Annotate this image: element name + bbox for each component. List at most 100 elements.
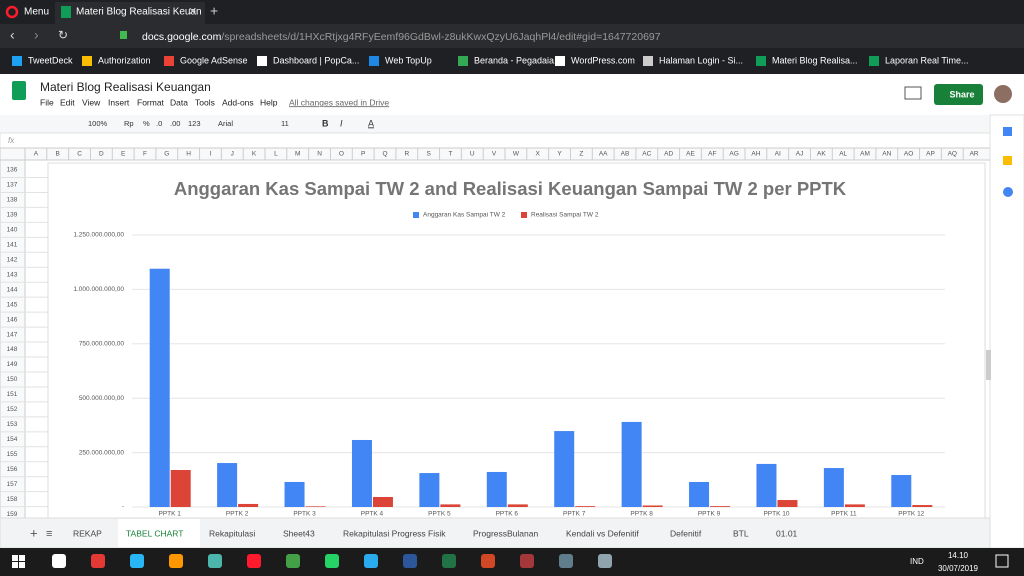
- save-status[interactable]: All changes saved in Drive: [289, 97, 389, 107]
- legend-swatch: [521, 212, 527, 218]
- bookmark[interactable]: WordPress.com: [571, 55, 635, 65]
- app-icon[interactable]: [52, 554, 66, 568]
- font-size[interactable]: 11: [281, 119, 289, 128]
- sheet-tab[interactable]: Rekapitulasi Progress Fisik: [343, 528, 446, 538]
- sheet-tab[interactable]: REKAP: [73, 528, 102, 538]
- menu-item[interactable]: File: [40, 97, 54, 107]
- bookmark[interactable]: Web TopUp: [385, 55, 432, 65]
- doc-title[interactable]: Materi Blog Realisasi Keuangan: [40, 80, 211, 94]
- percent[interactable]: %: [143, 119, 150, 128]
- app-icon[interactable]: [169, 554, 183, 568]
- legend-label: Anggaran Kas Sampai TW 2: [423, 212, 506, 219]
- app-icon[interactable]: [286, 554, 300, 568]
- sheet-tab[interactable]: TABEL CHART: [126, 528, 183, 538]
- menu-item[interactable]: Format: [137, 97, 165, 107]
- new-tab[interactable]: +: [210, 3, 218, 19]
- font-family[interactable]: Arial: [218, 119, 233, 128]
- app-icon[interactable]: [481, 554, 495, 568]
- keep-icon[interactable]: [1003, 156, 1012, 165]
- menu-item[interactable]: View: [82, 97, 101, 107]
- url[interactable]: docs.google.com/spreadsheets/d/1HXcRtjxg…: [142, 31, 661, 43]
- bookmark[interactable]: Laporan Real Time...: [885, 55, 969, 65]
- chart-area[interactable]: [47, 162, 986, 519]
- chart-title: Anggaran Kas Sampai TW 2 and Realisasi K…: [174, 178, 847, 199]
- bookmark[interactable]: Beranda - Pegadaia...: [474, 55, 562, 65]
- menu-item[interactable]: Help: [260, 97, 278, 107]
- decimal-less[interactable]: .0: [156, 119, 162, 128]
- tasks-icon[interactable]: [1003, 187, 1013, 197]
- bookmark-icon: [369, 56, 379, 66]
- bold-button[interactable]: B: [322, 118, 329, 128]
- sheet-tab[interactable]: Sheet43: [283, 528, 315, 538]
- app-icon[interactable]: [208, 554, 222, 568]
- sheet-tab[interactable]: 01.01: [776, 528, 798, 538]
- sheet-tabs: REKAP TABEL CHART Rekapitulasi Sheet43 Rekap…: [73, 519, 798, 547]
- tab-icon: [61, 6, 71, 18]
- app-icon[interactable]: [325, 554, 339, 568]
- column-label: AC: [642, 151, 651, 158]
- bar: [823, 468, 844, 507]
- add-sheet[interactable]: +: [30, 525, 38, 540]
- tab-title[interactable]: Materi Blog Realisasi Keuan: [76, 7, 202, 18]
- decimal-more[interactable]: .00: [170, 119, 180, 128]
- number-format[interactable]: 123: [188, 119, 201, 128]
- sheet-tab[interactable]: Defenitif: [670, 528, 702, 538]
- start-button[interactable]: [12, 555, 25, 568]
- menu-item[interactable]: Add-ons: [222, 97, 254, 107]
- sheet-tab[interactable]: Kendali vs Defenitif: [566, 528, 639, 538]
- bookmark[interactable]: Dashboard | PopCa...: [273, 55, 359, 65]
- currency[interactable]: Rp: [124, 119, 134, 128]
- browser-tab[interactable]: [55, 2, 205, 24]
- bookmark[interactable]: Halaman Login - Si...: [659, 55, 743, 65]
- app-icon[interactable]: [130, 554, 144, 568]
- zoom[interactable]: 100%: [88, 119, 108, 128]
- app-icon[interactable]: [520, 554, 534, 568]
- y-tick-label: 500.000.000,00: [79, 395, 125, 402]
- calendar-icon[interactable]: [1003, 127, 1012, 136]
- x-tick-label: PPTK 3: [293, 511, 316, 518]
- star-icon[interactable]: ☆: [193, 83, 202, 94]
- clock-time[interactable]: 14.10: [948, 551, 969, 560]
- row-label: 154: [7, 436, 18, 443]
- app-icon[interactable]: [247, 554, 261, 568]
- menu-button[interactable]: Menu: [24, 7, 49, 18]
- bookmark[interactable]: Authorization: [98, 55, 151, 65]
- sheet-tab[interactable]: BTL: [733, 528, 749, 538]
- avatar[interactable]: [994, 85, 1012, 103]
- app-icon[interactable]: [403, 554, 417, 568]
- back-button[interactable]: ‹: [10, 27, 15, 43]
- x-tick-label: PPTK 9: [698, 511, 721, 518]
- share-label[interactable]: Share: [949, 89, 974, 99]
- row-label: 158: [7, 496, 18, 503]
- reload-button[interactable]: ↻: [58, 28, 68, 42]
- forward-button[interactable]: ›: [34, 27, 39, 43]
- column-label: AR: [970, 151, 979, 158]
- tab-close[interactable]: ✕: [188, 6, 197, 18]
- app-icon[interactable]: [559, 554, 573, 568]
- share-button[interactable]: [934, 84, 983, 105]
- sheet-tab[interactable]: Rekapitulasi: [209, 528, 255, 538]
- all-sheets[interactable]: ≡: [46, 528, 52, 540]
- bookmark-icon: [257, 56, 267, 66]
- menu-item[interactable]: Tools: [195, 97, 215, 107]
- comments-icon[interactable]: [904, 86, 922, 100]
- sheet-tab[interactable]: ProgressBulanan: [473, 528, 538, 538]
- app-icon[interactable]: [442, 554, 456, 568]
- language[interactable]: IND: [910, 557, 924, 566]
- clock-date[interactable]: 30/07/2019: [938, 564, 979, 573]
- app-icon[interactable]: [598, 554, 612, 568]
- bookmark[interactable]: Google AdSense: [180, 55, 248, 65]
- text-color-button[interactable]: A: [368, 118, 374, 128]
- app-icon[interactable]: [364, 554, 378, 568]
- menu-item[interactable]: Data: [170, 97, 188, 107]
- bookmark[interactable]: Materi Blog Realisa...: [772, 55, 858, 65]
- menu-item[interactable]: Insert: [108, 97, 130, 107]
- column-label: F: [143, 151, 147, 158]
- url-path: /spreadsheets/d/1HXcRtjxg4RFyEemf96GdBwl…: [221, 31, 660, 43]
- notifications[interactable]: [995, 554, 1009, 568]
- italic-button[interactable]: I: [340, 118, 343, 128]
- app-icon[interactable]: [91, 554, 105, 568]
- row-label: 136: [7, 167, 18, 174]
- menu-item[interactable]: Edit: [60, 97, 75, 107]
- bookmark[interactable]: TweetDeck: [28, 55, 73, 65]
